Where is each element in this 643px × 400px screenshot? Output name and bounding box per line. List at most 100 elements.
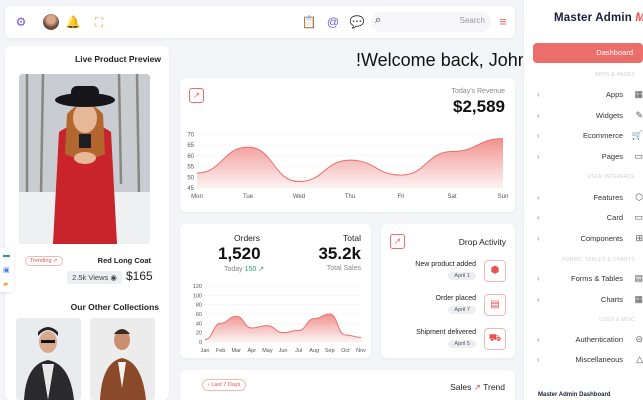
x-tick-label: Mar xyxy=(231,348,241,354)
search-input[interactable]: ⌕ Search xyxy=(371,12,491,32)
activity-date: April 7 xyxy=(448,306,476,314)
sidebar-item-label: Miscellaneous xyxy=(575,355,623,364)
y-tick-label: 0 xyxy=(199,340,202,346)
sidebar-item-features[interactable]: ‹ Features ⬡ xyxy=(533,191,643,205)
activity-label: New product added xyxy=(415,261,476,268)
brand-logo[interactable]: Master Admin M xyxy=(554,12,643,24)
search-icon: ⌕ xyxy=(375,14,382,26)
image-icon[interactable]: ▣ xyxy=(3,267,10,274)
x-tick-label: Thu xyxy=(345,194,355,200)
date-filter-button[interactable]: ‹ Last 7 Days xyxy=(202,379,247,391)
sidebar-item-label: Forms & Tables xyxy=(571,274,623,283)
sidebar-item-apps[interactable]: ‹ Apps ▦ xyxy=(533,88,643,102)
collection-item[interactable] xyxy=(16,318,81,400)
arrow-up-right-icon[interactable]: ↗ xyxy=(390,234,405,249)
views-badge: 2.5k Views ◉ xyxy=(67,271,122,284)
sidebar-item-label: Features xyxy=(593,193,623,202)
bell-icon[interactable]: 🔔 xyxy=(65,15,81,29)
area-fill xyxy=(197,138,503,188)
collection-image xyxy=(24,327,74,400)
sidebar-item-authentication[interactable]: ‹ Authentication ⊝ xyxy=(533,333,643,347)
activity-date: April 1 xyxy=(448,272,476,280)
total-label: Total xyxy=(343,233,361,243)
sidebar-item-forms-tables[interactable]: ‹ Forms & Tables ▤ xyxy=(533,272,643,286)
collection-image xyxy=(100,329,146,400)
collections-title: Our Other Collections xyxy=(70,302,159,312)
chevron-left-icon: ‹ xyxy=(537,90,540,99)
sidebar-item-dashboard[interactable]: Dashboard xyxy=(533,43,643,63)
chart-icon: ▦ xyxy=(634,294,643,304)
x-tick-label: Wed xyxy=(293,194,305,200)
x-tick-label: Sat xyxy=(447,194,456,200)
sidebar-item-charts[interactable]: ‹ Charts ▦ xyxy=(533,293,643,307)
chevron-left-icon: ‹ xyxy=(537,111,540,120)
menu-icon[interactable]: ≡ xyxy=(499,14,507,29)
avatar[interactable] xyxy=(43,14,59,30)
orders-today: Today 150 ↗ xyxy=(224,266,265,273)
x-tick-label: Jun xyxy=(279,348,288,354)
sales-trend-card: ‹ Last 7 Days Sales ↗ Trend xyxy=(180,370,515,400)
y-tick-label: 80 xyxy=(196,303,202,309)
clipboard-icon[interactable]: 📋 xyxy=(301,15,317,29)
y-tick-label: 60 xyxy=(196,312,202,318)
y-tick-label: 60 xyxy=(187,154,194,160)
product-photo[interactable] xyxy=(19,74,150,244)
activity-item[interactable]: Order placed April 7 ▤ xyxy=(381,294,515,322)
arrow-up-right-icon[interactable]: ↗ xyxy=(189,88,204,103)
total-sub: Total Sales xyxy=(326,265,361,272)
chevron-left-icon: ‹ xyxy=(537,335,540,344)
sidebar-section-label: USER INTERFACE xyxy=(587,174,635,180)
activity-date: April 5 xyxy=(448,340,476,348)
truck-icon: ⛟ xyxy=(484,328,506,350)
side-toolbar: ▬ ▣ ▰ xyxy=(0,248,14,292)
x-tick-label: Sun xyxy=(498,194,509,200)
orders-chart: 0 20 40 60 80 100 120 Jan Feb Mar Apr May Jun Jul Aug S… xyxy=(193,284,366,354)
x-tick-label: Jan xyxy=(201,348,210,354)
activity-item[interactable]: New product added April 1 ⬢ xyxy=(381,260,515,288)
y-tick-label: 55 xyxy=(187,165,194,171)
x-tick-label: Oct xyxy=(341,348,350,354)
product-price: $165 xyxy=(126,269,153,283)
sidebar-item-label: Authentication xyxy=(575,335,623,344)
x-tick-label: Mon xyxy=(191,194,203,200)
x-tick-label: Apr xyxy=(248,348,257,354)
components-icon: ⊞ xyxy=(635,233,643,243)
sidebar-item-label: Widgets xyxy=(595,111,623,120)
folder-icon[interactable]: ▰ xyxy=(3,281,9,288)
money-icon[interactable]: ▬ xyxy=(3,252,10,259)
star-icon: ⬡ xyxy=(635,192,643,202)
at-icon[interactable]: @ xyxy=(326,15,340,29)
brand-mark-icon: M xyxy=(635,12,643,24)
settings-icon[interactable]: ⚙ xyxy=(15,15,27,29)
fullscreen-icon[interactable]: ⛶ xyxy=(94,15,104,29)
chevron-left-icon: ‹ xyxy=(537,213,540,222)
sidebar-item-ecommerce[interactable]: ‹ Ecommerce 🛒 xyxy=(533,129,643,143)
drop-activity-card: ↗ Drop Activity New product added April 1… xyxy=(381,224,515,358)
x-tick-label: May xyxy=(262,348,273,354)
sidebar-item-pages[interactable]: ‹ Pages ▭ xyxy=(533,150,643,164)
activity-label: Order placed xyxy=(435,295,476,302)
box-icon: ⬢ xyxy=(484,260,506,282)
widget-icon: ✎ xyxy=(635,110,643,120)
sidebar-item-card[interactable]: ‹ Card ▭ xyxy=(533,211,643,225)
chevron-left-icon: ‹ xyxy=(537,152,540,161)
area-fill xyxy=(205,314,361,342)
revenue-value: $2,589 xyxy=(453,97,505,116)
collection-item[interactable] xyxy=(90,318,155,400)
activity-item[interactable]: Shipment delivered April 5 ⛟ xyxy=(381,328,515,356)
x-tick-label: Jul xyxy=(295,348,302,354)
sidebar-item-label: Ecommerce xyxy=(582,131,623,140)
chat-icon[interactable]: 💬 xyxy=(349,15,365,29)
chevron-left-icon: ‹ xyxy=(537,131,540,140)
x-tick-label: Aug xyxy=(309,348,319,354)
sidebar-item-miscellaneous[interactable]: ‹ Miscellaneous △ xyxy=(533,353,643,367)
total-value: 35.2k xyxy=(318,244,361,263)
eye-icon: ◉ xyxy=(110,273,117,282)
x-tick-label: Nov xyxy=(356,348,366,354)
revenue-label: Today's Revenue xyxy=(451,88,505,95)
sidebar-item-widgets[interactable]: ‹ Widgets ✎ xyxy=(533,109,643,123)
chevron-left-icon: ‹ xyxy=(537,355,540,364)
x-tick-label: Tue xyxy=(243,194,254,200)
pages-icon: ▭ xyxy=(634,151,643,161)
sidebar-item-components[interactable]: ‹ Components ⊞ xyxy=(533,232,643,246)
